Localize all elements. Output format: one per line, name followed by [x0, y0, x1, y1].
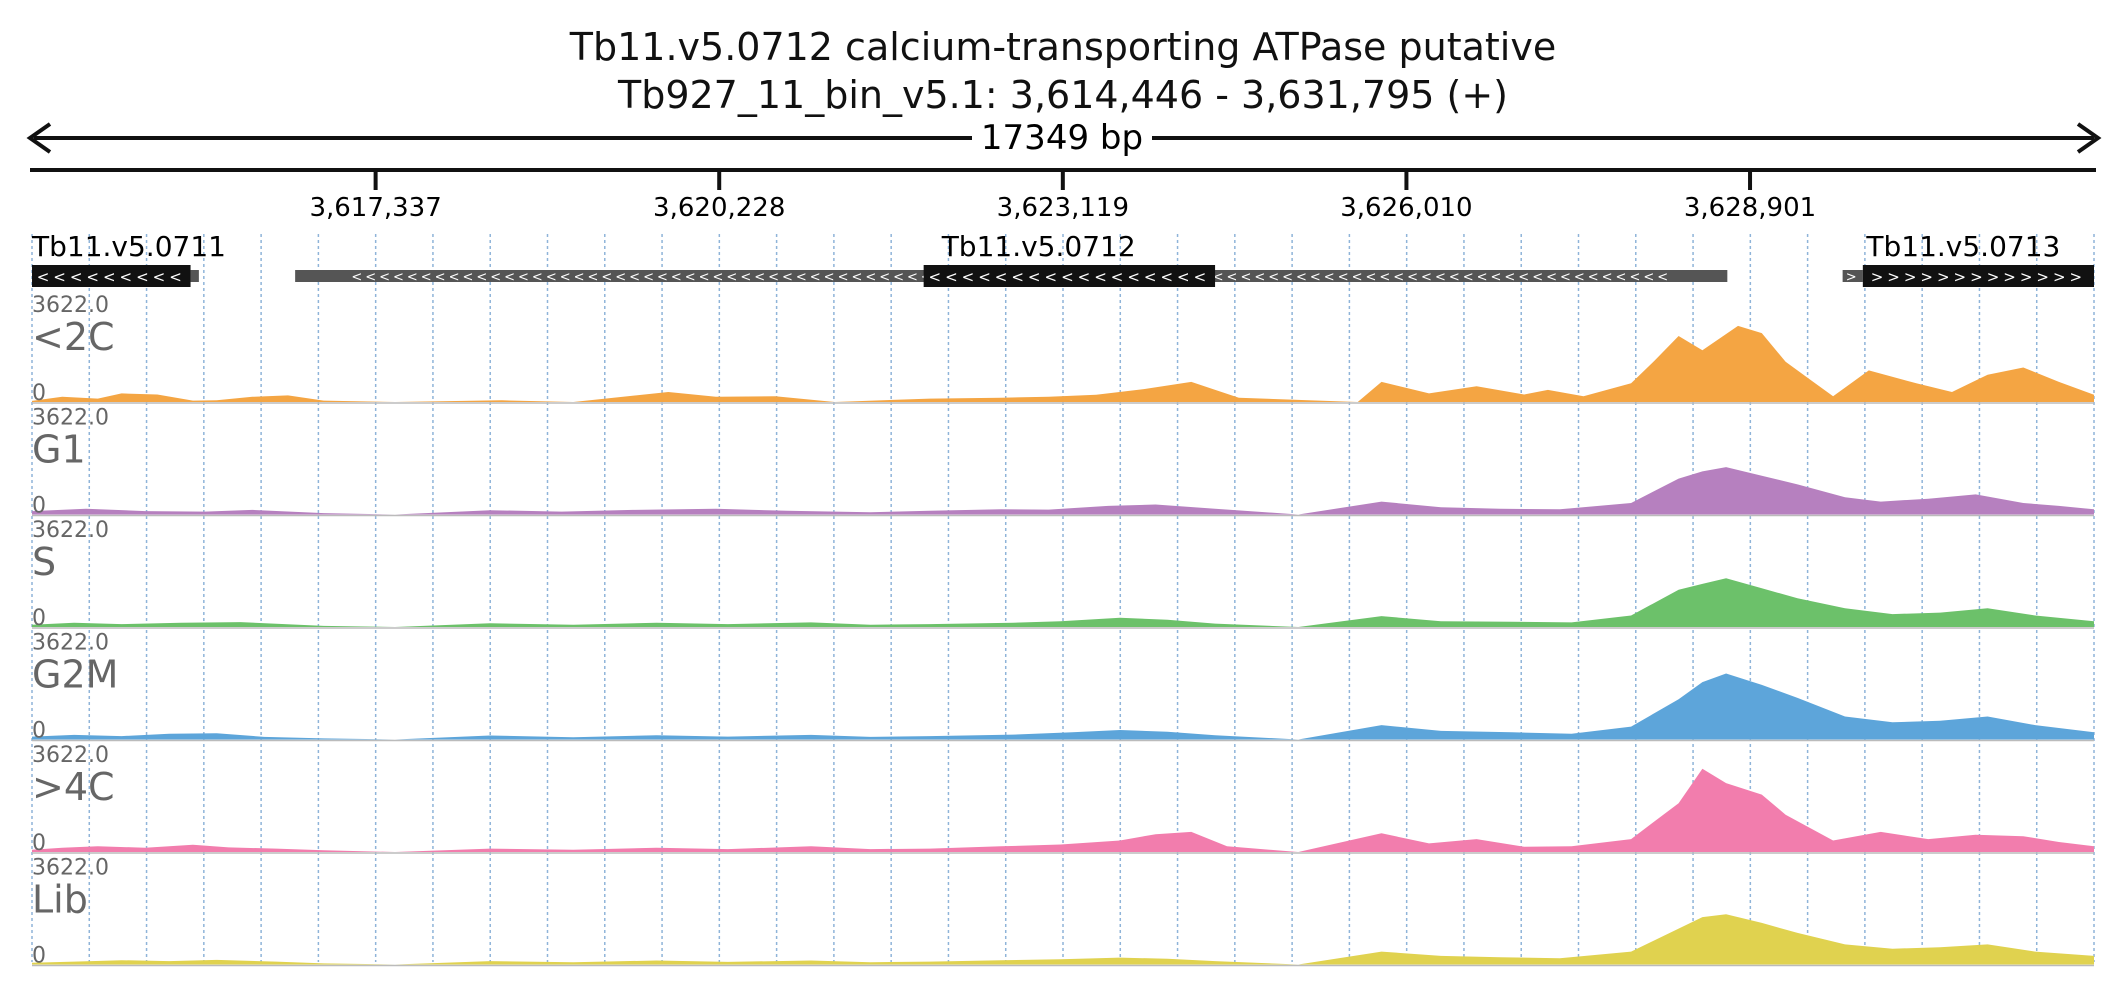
- tick-label-4: 3,628,901: [1684, 193, 1816, 223]
- gene-cds-arrows-0: <<<<<<<<<: [37, 268, 186, 286]
- track-name-4: >4C: [32, 765, 115, 809]
- span-arrow-left-icon: [26, 122, 52, 154]
- track-name-0: <2C: [32, 315, 115, 359]
- track-max-label-2: 3622.0: [32, 518, 109, 543]
- gene-utr-0: [190, 270, 199, 282]
- track-max-label-0: 3622.0: [32, 293, 109, 318]
- gene-label-0: Tb11.v5.0711: [31, 230, 226, 263]
- track-zero-label-0: 0: [32, 381, 46, 406]
- coverage-tracks: 3622.0<2C03622.0G103622.0S03622.0G2M0362…: [32, 293, 2094, 969]
- gene-cds-0: [32, 265, 191, 287]
- track-area-3: [32, 673, 2094, 740]
- gene-cds-2: [1862, 265, 2094, 287]
- gene-label-2: Tb11.v5.0713: [1865, 230, 2060, 263]
- track-zero-label-5: 0: [32, 944, 46, 969]
- track-2: 3622.0S 0: [32, 518, 2094, 631]
- span-label: 17349 bp: [981, 118, 1143, 158]
- track-area-5: [32, 914, 2094, 965]
- track-zero-label-1: 0: [32, 494, 46, 519]
- track-name-2: S: [32, 540, 56, 584]
- track-name-5: Lib: [32, 878, 88, 922]
- track-0: 3622.0<2C 0: [32, 293, 2094, 406]
- tick-label-3: 3,626,010: [1340, 193, 1472, 223]
- track-name-1: G1: [32, 428, 86, 472]
- coordinate-ticks: 3,617,337 3,620,228 3,623,119 3,626,010 3,62…: [309, 170, 1816, 223]
- gene-track: <<<<<<<<<Tb11.v5.0711<<<<<<<<<<<<<<<<<<<…: [31, 230, 2094, 287]
- track-zero-label-3: 0: [32, 719, 46, 744]
- track-1: 3622.0G1 0: [32, 406, 2094, 519]
- span-arrow-right-icon: [2076, 122, 2102, 154]
- gene-cds-arrows-2: >>>>>>>>>>>>>: [1871, 268, 2086, 286]
- gene-utr-2: [1842, 270, 1863, 282]
- span-ruler: 17349 bp: [26, 118, 2102, 158]
- gene-cds-arrows-1: <<<<<<<<<<<<<<<<<: [929, 268, 1211, 286]
- track-max-label-4: 3622.0: [32, 743, 109, 768]
- gene-utr-arrows-2: >: [1846, 270, 1860, 285]
- gene-label-1: Tb11.v5.0712: [941, 230, 1136, 263]
- track-area-1: [32, 467, 2094, 515]
- track-zero-label-4: 0: [32, 831, 46, 856]
- chart-subtitle: Tb927_11_bin_v5.1: 3,614,446 - 3,631,795…: [617, 73, 1508, 117]
- tick-label-2: 3,623,119: [997, 193, 1129, 223]
- track-max-label-1: 3622.0: [32, 406, 109, 431]
- track-max-label-3: 3622.0: [32, 631, 109, 656]
- gene-cds-1: [923, 265, 1216, 287]
- tick-label-0: 3,617,337: [309, 193, 441, 223]
- tick-label-1: 3,620,228: [653, 193, 785, 223]
- track-area-0: [32, 325, 2094, 402]
- chart-title: Tb11.v5.0712 calcium-transporting ATPase…: [569, 25, 1557, 69]
- track-area-4: [32, 768, 2094, 852]
- track-max-label-5: 3622.0: [32, 856, 109, 881]
- track-name-3: G2M: [32, 653, 118, 697]
- track-area-2: [32, 578, 2094, 627]
- track-4: 3622.0>4C 0: [32, 743, 2094, 856]
- track-zero-label-2: 0: [32, 606, 46, 631]
